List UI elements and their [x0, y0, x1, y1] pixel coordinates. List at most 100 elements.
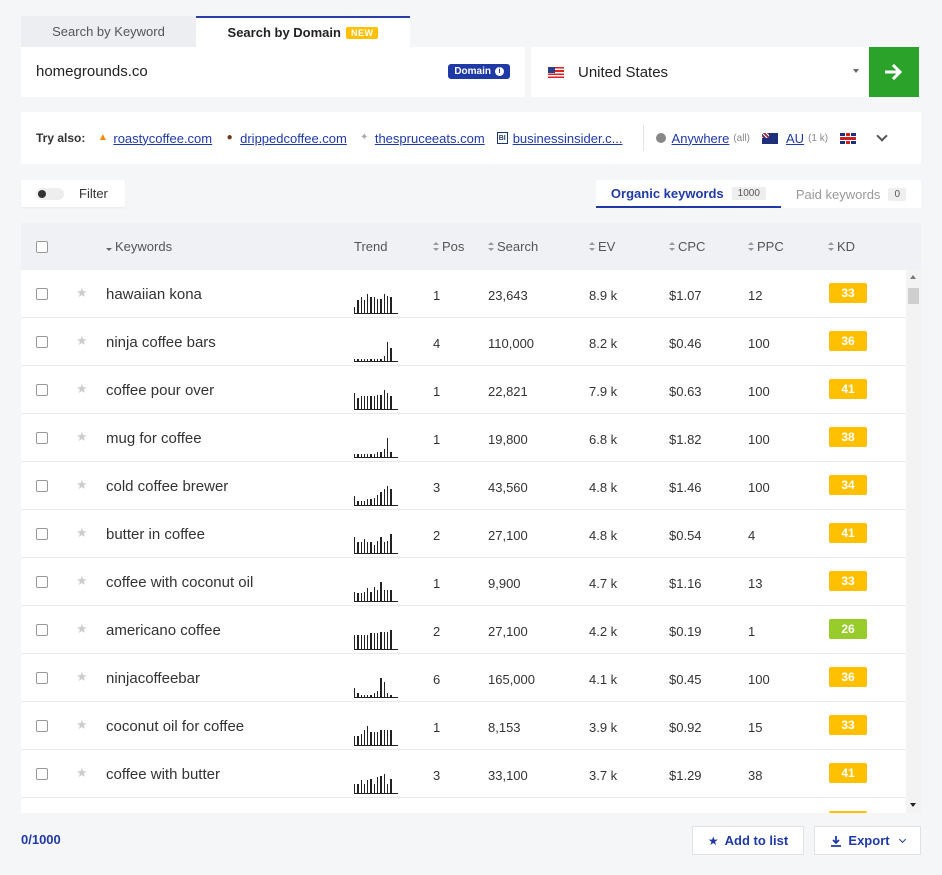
star-icon[interactable]: ★	[76, 477, 88, 492]
export-button[interactable]: Export	[814, 826, 921, 855]
pos-value: 1	[433, 288, 441, 303]
row-checkbox[interactable]	[36, 480, 48, 492]
table-scrollbar[interactable]	[906, 270, 921, 813]
row-checkbox[interactable]	[36, 576, 48, 588]
search-go-button[interactable]	[869, 47, 919, 97]
keyword-text[interactable]: butter in coffee	[106, 526, 205, 543]
trend-bar	[367, 780, 369, 793]
star-icon[interactable]: ★	[76, 333, 88, 348]
table-row[interactable]: ★ ninjacoffeebar 6 165,000 4.1 k $0.45 100 36	[21, 654, 906, 702]
col-search[interactable]: Search	[488, 239, 538, 254]
domain-input[interactable]	[36, 47, 436, 97]
trend-bar	[360, 297, 362, 313]
table-row[interactable]: ★ americano coffee 2 27,100 4.2 k $0.19 1 26	[21, 606, 906, 654]
chevron-down-icon[interactable]	[876, 130, 888, 142]
table-row[interactable]: ★ coffee with butter 3 33,100 3.7 k $1.29 38 41	[21, 750, 906, 798]
try-domain-link[interactable]: drippedcoffee.com	[240, 130, 347, 146]
star-icon[interactable]: ★	[76, 573, 88, 588]
table-row[interactable]: ★ coconut oil for coffee 1 8,153 3.9 k $0.92 1…	[21, 702, 906, 750]
col-ev[interactable]: EV	[589, 239, 615, 254]
paid-count-badge: 0	[888, 187, 906, 201]
keyword-text[interactable]: cold coffee brewer	[106, 478, 229, 495]
caret-down-icon	[853, 69, 859, 73]
scrollbar-thumb[interactable]	[908, 288, 919, 304]
location-au-label[interactable]: AU	[786, 130, 805, 146]
row-checkbox[interactable]	[36, 672, 48, 684]
col-kd[interactable]: KD	[828, 239, 855, 254]
trend-bar	[363, 591, 366, 601]
location-anywhere-label[interactable]: Anywhere	[671, 130, 730, 146]
keyword-text[interactable]: mug for coffee	[106, 430, 202, 447]
star-icon[interactable]: ★	[76, 669, 88, 684]
keyword-text[interactable]: americano coffee	[106, 622, 221, 639]
scroll-up-icon[interactable]	[910, 275, 916, 279]
table-row[interactable]: ★ ninja coffee bars 4 110,000 8.2 k $0.46 100 3…	[21, 318, 906, 366]
keyword-text[interactable]: ninjacoffeebar	[106, 670, 200, 687]
col-cpc[interactable]: CPC	[669, 239, 705, 254]
col-keywords[interactable]: Keywords	[106, 239, 172, 254]
filter-toggle[interactable]: Filter	[21, 180, 125, 207]
table-row[interactable]: ★ hawaiian kona 1 23,643 8.9 k $1.07 12 33	[21, 270, 906, 318]
row-checkbox[interactable]	[36, 288, 48, 300]
row-checkbox[interactable]	[36, 624, 48, 636]
table-row[interactable]: ★ cold coffee brewer 3 43,560 4.8 k $1.46 100 3…	[21, 462, 906, 510]
star-icon[interactable]: ★	[76, 717, 88, 732]
star-icon[interactable]: ★	[76, 429, 88, 444]
uk-flag-icon[interactable]	[840, 132, 857, 144]
tab-search-by-domain[interactable]: Search by Domain NEW	[196, 16, 410, 47]
select-all-checkbox[interactable]	[36, 241, 48, 253]
try-domain-businessinsider[interactable]: BI businessinsider.c...	[496, 130, 623, 146]
col-ppc[interactable]: PPC	[748, 239, 784, 254]
tab-search-by-keyword[interactable]: Search by Keyword	[21, 16, 196, 47]
row-checkbox[interactable]	[36, 384, 48, 396]
organic-count-badge: 1000	[731, 186, 766, 200]
col-kd-label: KD	[837, 239, 856, 254]
try-domain-link[interactable]: roastycoffee.com	[113, 130, 213, 146]
tab-organic-keywords[interactable]: Organic keywords 1000	[595, 180, 781, 208]
trend-sparkline	[354, 582, 398, 602]
tab-paid-keywords[interactable]: Paid keywords 0	[781, 180, 921, 208]
domain-badge[interactable]: Domain i	[448, 64, 510, 79]
star-icon[interactable]: ★	[76, 525, 88, 540]
table-row[interactable]: ★ mug for coffee 1 19,800 6.8 k $1.82 100 38	[21, 414, 906, 462]
keyword-text[interactable]: coconut oil for coffee	[106, 718, 245, 735]
keyword-text[interactable]: coffee with coconut oil	[106, 574, 254, 591]
location-au[interactable]: AU (1 k)	[762, 131, 828, 146]
location-anywhere[interactable]: Anywhere (all)	[655, 130, 750, 146]
cpc-value: $0.92	[669, 720, 702, 735]
try-domain-thespruceeats[interactable]: ✦ thespruceeats.com	[359, 131, 485, 146]
trend-bar	[360, 635, 362, 649]
star-icon[interactable]: ★	[76, 621, 88, 636]
table-row[interactable]: ★ coffee pour over 1 22,821 7.9 k $0.63 100 41	[21, 366, 906, 414]
trend-bar	[360, 396, 362, 409]
try-domain-drippedcoffee[interactable]: ● drippedcoffee.com	[224, 131, 347, 146]
toggle-switch[interactable]	[36, 187, 64, 200]
star-icon[interactable]: ★	[76, 765, 88, 780]
keyword-text[interactable]: coffee with butter	[106, 766, 220, 783]
table-row[interactable]	[21, 798, 906, 813]
trend-bar	[383, 449, 385, 457]
star-icon[interactable]: ★	[76, 381, 88, 396]
table-row[interactable]: ★ coffee with coconut oil 1 9,900 4.7 k $1.16…	[21, 558, 906, 606]
try-domain-link[interactable]: thespruceeats.com	[374, 130, 485, 146]
col-pos[interactable]: Pos	[433, 239, 464, 254]
table-row[interactable]: ★ butter in coffee 2 27,100 4.8 k $0.54 4 41	[21, 510, 906, 558]
domain-field[interactable]: Domain i	[21, 47, 525, 97]
row-checkbox[interactable]	[36, 336, 48, 348]
row-checkbox[interactable]	[36, 720, 48, 732]
try-domain-roastycoffee[interactable]: ▲ roastycoffee.com	[97, 131, 212, 146]
row-checkbox[interactable]	[36, 432, 48, 444]
scroll-down-icon[interactable]	[910, 803, 916, 807]
try-domain-link[interactable]: businessinsider.c...	[512, 130, 623, 146]
country-select[interactable]: United States	[531, 47, 869, 97]
keyword-text[interactable]: hawaiian kona	[106, 286, 202, 303]
add-to-list-button[interactable]: ★ Add to list	[692, 826, 804, 855]
row-checkbox[interactable]	[36, 768, 48, 780]
trend-sparkline	[354, 294, 398, 314]
keyword-text[interactable]: ninja coffee bars	[106, 334, 216, 351]
row-checkbox[interactable]	[36, 528, 48, 540]
trend-bar	[357, 397, 359, 409]
keyword-text[interactable]: coffee pour over	[106, 382, 215, 399]
star-icon[interactable]: ★	[76, 285, 88, 300]
trend-bar	[357, 635, 359, 649]
